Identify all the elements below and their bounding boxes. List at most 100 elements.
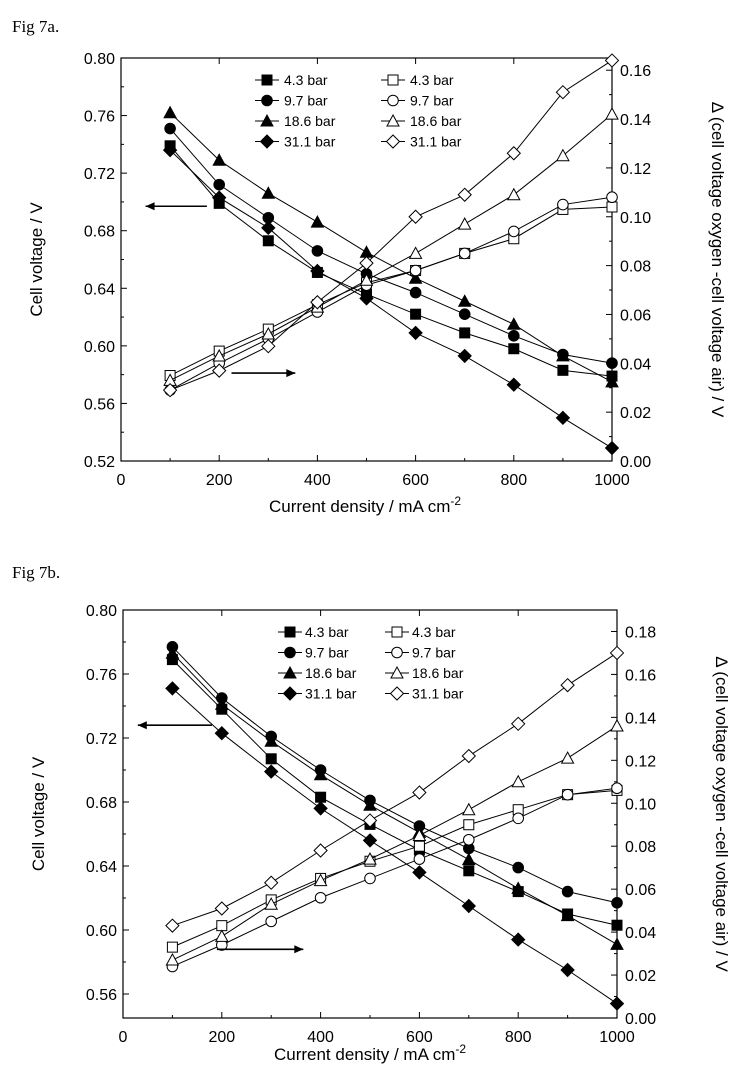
y2-tick-label: 0.04	[625, 925, 656, 942]
data-point-triangle	[556, 348, 570, 362]
series-line	[172, 652, 618, 945]
x-axis-label: Current density / mA cm-2	[274, 1042, 466, 1064]
y2-tick-label: 0.02	[620, 405, 651, 422]
y2-tick-label: 0.10	[625, 796, 656, 813]
series-cell-voltage-circle	[164, 122, 618, 369]
x-tick-label: 0	[119, 1029, 128, 1046]
y-tick-label: 0.64	[86, 859, 117, 876]
arrow-left-left-axis	[137, 721, 212, 730]
arrow-right-right-axis-head	[294, 945, 304, 954]
series-line	[172, 646, 618, 904]
x-tick-label: 1000	[594, 472, 630, 489]
data-point-circle	[508, 329, 520, 342]
data-point-diamond	[162, 382, 178, 398]
x-tick-label: 400	[304, 472, 331, 489]
y2-tick-label: 0.08	[625, 839, 656, 856]
legend-label: 18.6 bar	[412, 665, 464, 681]
data-point-diamond	[408, 325, 423, 341]
x-tick-label: 800	[500, 472, 527, 489]
x-tick-label: 0	[117, 472, 126, 489]
data-point-diamond	[214, 901, 230, 916]
series-line	[169, 113, 613, 381]
data-point-triangle	[359, 245, 374, 258]
data-point-diamond	[604, 53, 620, 68]
data-point-triangle	[313, 767, 328, 781]
legend-item: 18.6 bar	[278, 665, 357, 681]
y-tick-label: 0.64	[84, 281, 115, 298]
data-point-diamond	[457, 187, 472, 202]
data-point-triangle	[412, 828, 427, 841]
y2-tick-label: 0.16	[620, 63, 651, 80]
data-point-diamond	[461, 748, 477, 764]
series-line	[169, 112, 613, 383]
y2-tick-label: 0.12	[620, 161, 651, 178]
series-line	[169, 149, 613, 449]
data-point-triangle	[212, 153, 227, 166]
legend-label: 31.1 bar	[412, 686, 464, 702]
data-point-circle	[606, 357, 618, 369]
data-point-circle	[311, 245, 324, 257]
data-point-triangle	[506, 187, 521, 201]
legend-item: 31.1 bar	[385, 686, 464, 702]
data-point-square	[508, 343, 520, 355]
data-point-diamond	[165, 681, 180, 696]
legend-marker-diamond	[385, 134, 401, 149]
data-point-square	[557, 364, 569, 376]
arrow-right-right-axis-head	[286, 369, 296, 378]
data-point-circle	[458, 247, 471, 260]
series-line	[172, 789, 618, 948]
legend-marker-triangle	[283, 665, 297, 679]
data-point-triangle	[457, 217, 472, 230]
data-point-diamond	[408, 209, 423, 224]
data-point-triangle	[408, 246, 423, 259]
arrow-left-left-axis-head	[145, 202, 155, 211]
arrow-left-left-axis	[145, 202, 207, 211]
x-tick-label: 800	[505, 1029, 532, 1046]
data-point-circle	[611, 897, 623, 909]
legend-item: 9.7 bar	[381, 93, 454, 109]
data-point-diamond	[560, 677, 575, 693]
legend-label: 9.7 bar	[412, 645, 456, 661]
legend-label: 31.1 bar	[284, 134, 336, 150]
data-point-diamond	[214, 725, 230, 741]
data-point-triangle	[264, 734, 279, 747]
data-point-triangle	[310, 215, 325, 228]
data-point-square	[463, 819, 475, 831]
data-point-square	[463, 865, 475, 877]
data-point-square	[459, 327, 471, 339]
figure-7b: Fig 7b. 0 200 400 600 800 1000 0.56 0.60 0.64 0.68…	[0, 555, 739, 1080]
series-line	[169, 206, 613, 376]
x-tick-label: 400	[307, 1029, 334, 1046]
y2-tick-label: 0.06	[625, 882, 656, 899]
legend-label: 9.7 bar	[284, 93, 328, 109]
data-point-circle	[606, 191, 618, 204]
legend-item: 9.7 bar	[385, 645, 456, 661]
data-point-diamond	[313, 843, 328, 858]
legend-item: 31.1 bar	[278, 686, 357, 702]
data-point-triangle	[408, 271, 423, 284]
data-point-square	[315, 791, 327, 803]
y-tick-label: 0.76	[84, 109, 115, 126]
legend-marker-triangle	[260, 113, 274, 127]
y-axis-label: Cell voltage / V	[27, 202, 46, 317]
data-point-triangle	[457, 294, 472, 307]
y-tick-label: 0.72	[84, 166, 115, 183]
data-point-diamond	[555, 410, 571, 426]
x-tick-label: 1000	[599, 1029, 635, 1046]
legend-label: 9.7 bar	[305, 645, 349, 661]
series-line	[169, 60, 613, 391]
chart-7b-svg: Fig 7b. 0 200 400 600 800 1000 0.56 0.60 0.64 0.68…	[12, 563, 731, 1064]
series-delta-voltage-diamond	[162, 53, 620, 398]
y2-tick-label: 0.18	[625, 624, 656, 641]
y-axis-label: Cell voltage / V	[29, 756, 48, 871]
data-point-circle	[314, 891, 327, 904]
data-point-diamond	[510, 716, 526, 732]
y2-tick-label: 0.06	[620, 307, 651, 324]
data-point-circle	[409, 286, 422, 299]
series-line	[169, 196, 613, 391]
y2-tick-label: 0.00	[625, 1011, 656, 1028]
legend-label: 18.6 bar	[284, 113, 336, 129]
data-point-diamond	[313, 801, 328, 816]
y2-tick-label: 0.02	[625, 968, 656, 985]
data-point-triangle	[163, 105, 177, 119]
